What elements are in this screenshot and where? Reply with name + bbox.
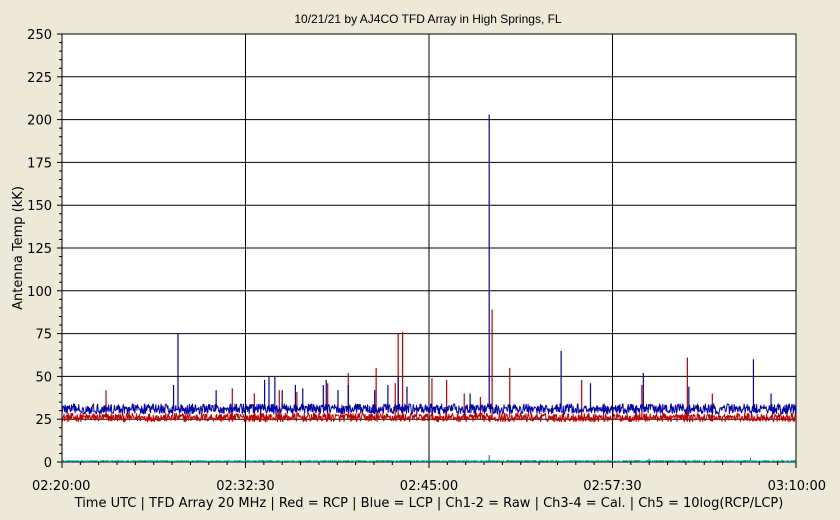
series-layer bbox=[61, 114, 797, 463]
x-tick-label: 02:20:00 bbox=[32, 479, 90, 494]
y-tick-label: 100 bbox=[27, 285, 52, 300]
series-line bbox=[61, 403, 797, 415]
chart-title: 10/21/21 by AJ4CO TFD Array in High Spri… bbox=[294, 12, 562, 26]
y-tick-label: 0 bbox=[44, 456, 52, 471]
y-tick-label: 225 bbox=[27, 71, 52, 86]
y-tick-label: 75 bbox=[35, 328, 52, 343]
y-tick-label: 50 bbox=[35, 370, 52, 385]
series-line bbox=[61, 459, 796, 463]
y-tick-label: 175 bbox=[27, 156, 52, 171]
series-line bbox=[61, 412, 797, 423]
x-axis-label: Time UTC | TFD Array 20 MHz | Red = RCP … bbox=[74, 496, 784, 511]
y-axis-label: Antenna Temp (kK) bbox=[11, 186, 26, 310]
x-tick-label: 03:10:00 bbox=[768, 479, 826, 494]
x-tick-label: 02:57:30 bbox=[583, 479, 641, 494]
y-tick-label: 250 bbox=[27, 28, 52, 43]
x-tick-label: 02:45:00 bbox=[400, 479, 458, 494]
x-tick-label: 02:32:30 bbox=[216, 479, 274, 494]
y-tick-label: 125 bbox=[27, 242, 52, 257]
y-tick-label: 200 bbox=[27, 114, 52, 129]
axis-layer: 0 25 50 75 100 125 150 175 200 225 250 02:20:00 02:3… bbox=[27, 28, 826, 494]
y-tick-label: 150 bbox=[27, 199, 52, 214]
y-tick-label: 25 bbox=[35, 413, 52, 428]
